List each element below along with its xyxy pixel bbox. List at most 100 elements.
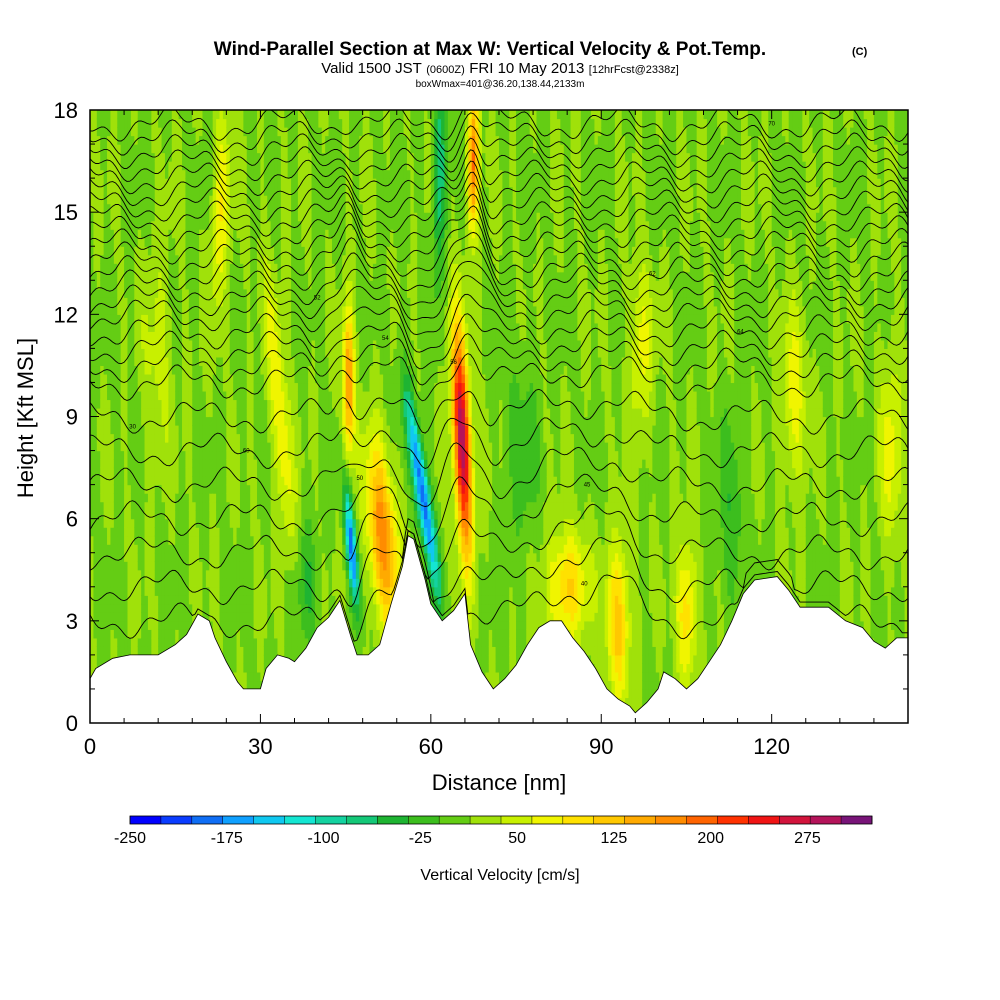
velocity-cell [141,339,146,349]
velocity-cell [178,152,183,162]
velocity-cell [127,339,132,349]
velocity-cell [212,254,217,264]
velocity-cell [321,510,326,520]
velocity-cell [171,322,176,332]
velocity-cell [134,118,139,128]
velocity-cell [226,442,231,452]
velocity-cell [222,569,227,579]
velocity-cell [154,629,159,639]
velocity-cell [318,356,323,367]
velocity-cell [185,144,190,154]
velocity-cell [188,612,193,622]
velocity-cell [192,246,197,256]
velocity-cell [188,152,193,162]
velocity-cell [243,450,248,460]
velocity-cell [250,407,255,418]
velocity-cell [107,535,112,545]
velocity-cell [274,271,279,281]
velocity-cell [287,544,292,554]
velocity-cell [161,263,166,273]
velocity-cell [263,246,268,256]
velocity-cell [297,305,302,315]
velocity-cell [154,603,159,613]
velocity-cell [154,476,159,486]
velocity-cell [199,186,204,196]
velocity-cell [260,510,265,520]
velocity-cell [284,603,289,613]
velocity-cell [144,229,149,239]
velocity-cell [277,152,282,162]
velocity-cell [144,161,149,171]
velocity-cell [222,510,227,520]
velocity-cell [199,271,204,281]
velocity-cell [321,390,326,401]
velocity-cell [287,493,292,503]
velocity-cell [110,271,115,281]
velocity-cell [243,237,248,247]
velocity-cell [192,186,197,196]
velocity-cell [168,263,173,273]
velocity-cell [243,535,248,545]
velocity-cell [202,399,207,409]
velocity-cell [90,348,95,358]
velocity-cell [100,271,105,281]
velocity-cell [287,425,292,435]
velocity-cell [229,382,234,392]
velocity-cell [243,127,248,137]
velocity-cell [161,416,166,426]
velocity-cell [168,578,173,588]
velocity-cell [151,493,156,503]
velocity-cell [274,246,279,256]
velocity-cell [219,373,224,384]
velocity-cell [239,646,244,656]
velocity-cell [178,620,183,630]
velocity-cell [195,603,200,613]
velocity-cell [110,459,115,469]
velocity-cell [175,365,180,375]
velocity-cell [243,220,248,230]
velocity-cell [284,612,289,622]
velocity-cell [222,467,227,477]
velocity-cell [134,646,139,656]
velocity-cell [267,501,272,511]
velocity-cell [270,373,275,384]
velocity-cell [124,399,129,409]
velocity-cell [130,178,135,188]
velocity-cell [236,535,241,545]
velocity-cell [120,169,125,179]
velocity-cell [209,407,214,418]
velocity-cell [253,663,258,673]
velocity-cell [192,220,197,230]
velocity-cell [164,518,169,528]
velocity-cell [267,169,272,179]
velocity-cell [267,220,272,230]
velocity-cell [137,637,142,647]
velocity-cell [229,425,234,435]
velocity-cell [205,110,210,120]
velocity-cell [130,161,135,171]
velocity-cell [151,229,156,239]
velocity-cell [96,348,101,358]
velocity-cell [110,527,115,537]
velocity-cell [280,518,285,528]
velocity-cell [257,578,262,588]
velocity-cell [205,484,210,494]
velocity-cell [209,203,214,213]
velocity-cell [144,501,149,511]
velocity-cell [233,135,238,145]
velocity-cell [117,569,122,579]
velocity-cell [243,331,248,341]
velocity-cell [110,322,115,332]
velocity-cell [141,535,146,545]
velocity-cell [192,305,197,315]
velocity-cell [253,612,258,622]
velocity-cell [147,382,152,392]
velocity-cell [171,399,176,409]
velocity-cell [209,382,214,392]
velocity-cell [144,510,149,520]
velocity-cell [253,476,258,486]
velocity-cell [250,595,255,605]
velocity-cell [222,527,227,537]
velocity-cell [205,127,210,137]
velocity-cell [100,595,105,605]
